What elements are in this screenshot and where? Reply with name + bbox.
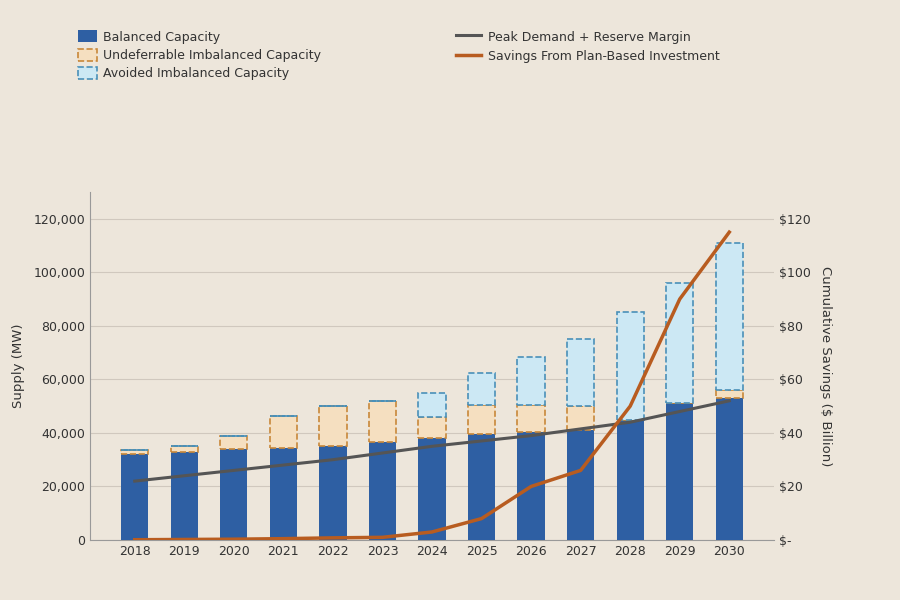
Bar	[369, 401, 396, 442]
Bar	[716, 243, 742, 390]
Bar	[468, 405, 495, 434]
Bar	[270, 416, 297, 448]
Bar	[518, 431, 544, 540]
Bar	[567, 406, 594, 430]
Bar	[567, 339, 594, 406]
Bar	[418, 417, 446, 438]
Bar	[369, 442, 396, 540]
Y-axis label: Supply (MW): Supply (MW)	[12, 324, 25, 408]
Legend: Balanced Capacity, Undeferrable Imbalanced Capacity, Avoided Imbalanced Capacity: Balanced Capacity, Undeferrable Imbalanc…	[78, 30, 321, 80]
Bar	[220, 449, 248, 540]
Bar	[171, 446, 198, 452]
Bar	[567, 430, 594, 540]
Bar	[418, 393, 446, 417]
Bar	[468, 434, 495, 540]
Bar	[171, 452, 198, 540]
Bar	[716, 398, 742, 540]
Bar	[320, 446, 346, 540]
Bar	[518, 405, 544, 431]
Bar	[468, 373, 495, 405]
Bar	[616, 313, 643, 419]
Y-axis label: Cumulative Savings ($ Billion): Cumulative Savings ($ Billion)	[819, 266, 832, 466]
Bar	[122, 454, 148, 540]
Bar	[320, 406, 346, 446]
Legend: Peak Demand + Reserve Margin, Savings From Plan-Based Investment: Peak Demand + Reserve Margin, Savings Fr…	[456, 30, 719, 63]
Bar	[220, 436, 248, 449]
Bar	[518, 356, 544, 405]
Bar	[666, 283, 693, 403]
Bar	[270, 448, 297, 540]
Bar	[666, 403, 693, 540]
Bar	[616, 419, 643, 540]
Bar	[418, 438, 446, 540]
Bar	[122, 451, 148, 454]
Bar	[716, 390, 742, 398]
